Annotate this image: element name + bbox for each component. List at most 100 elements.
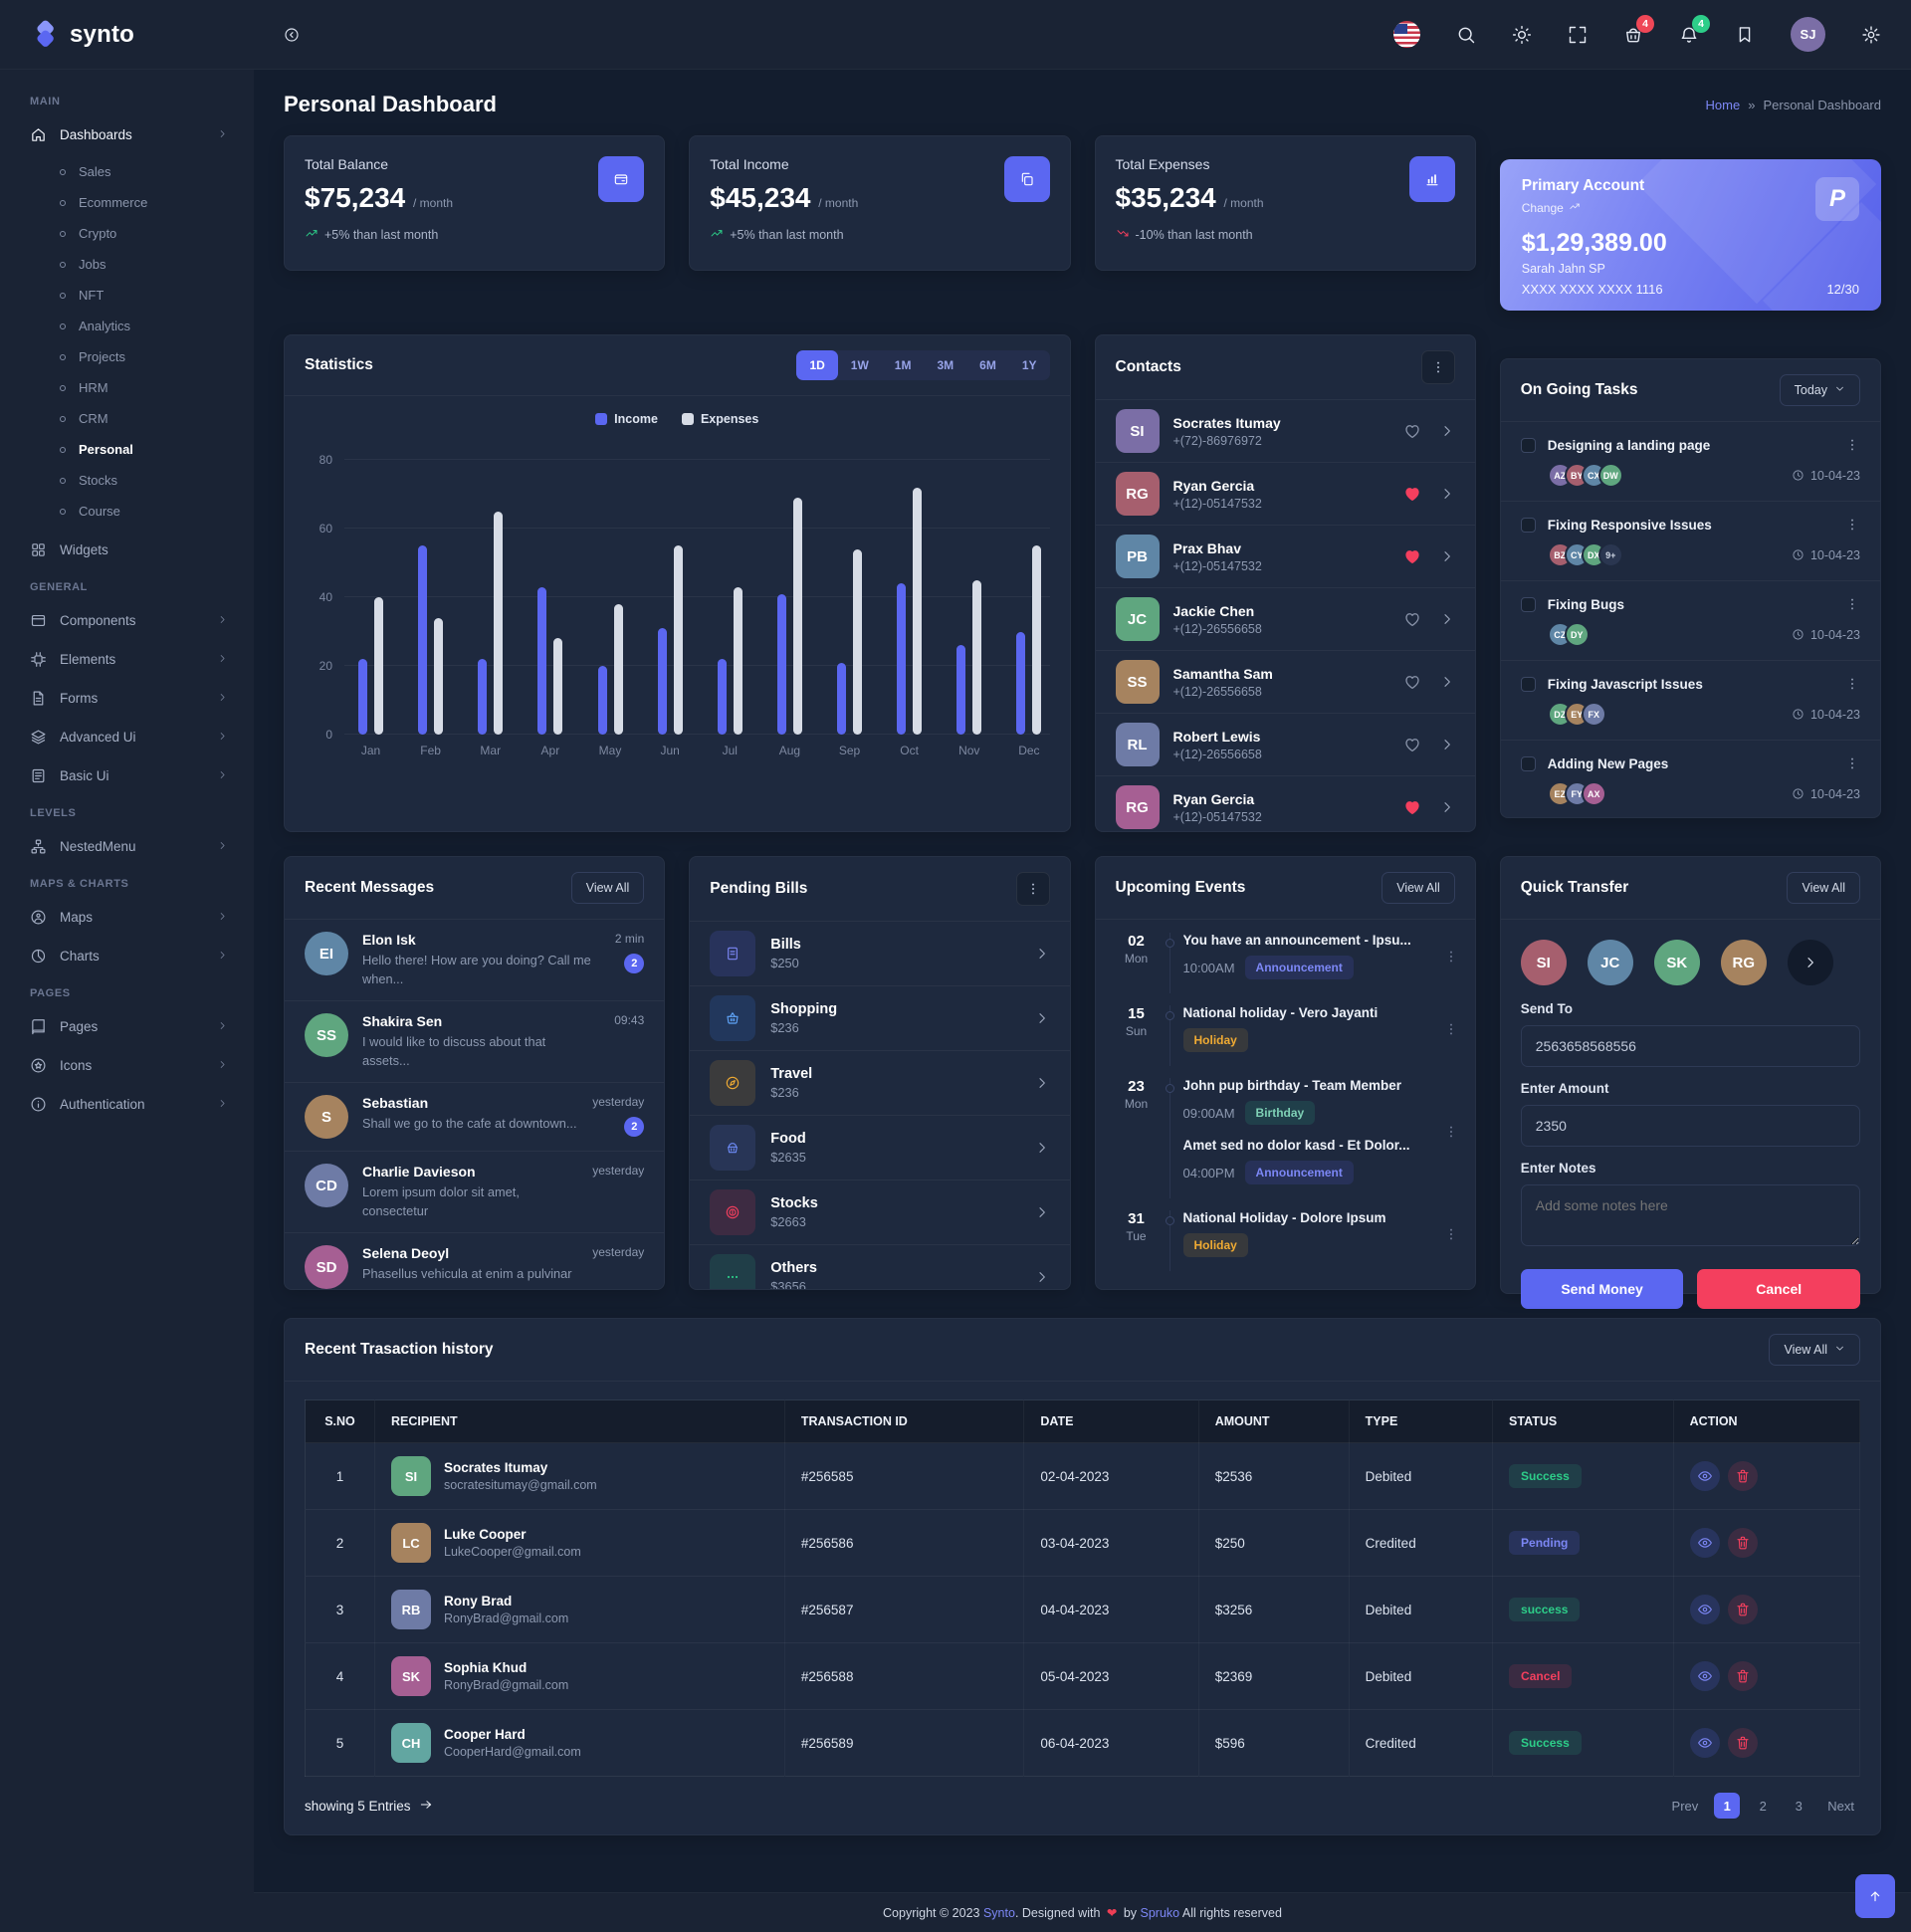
bill-open-button[interactable] — [1034, 1010, 1050, 1026]
delete-transaction-button[interactable] — [1727, 1528, 1758, 1558]
send-to-input[interactable] — [1520, 1025, 1860, 1067]
chevron-right-icon[interactable] — [1034, 1140, 1050, 1156]
kebab-icon[interactable] — [1844, 437, 1860, 453]
favorite-heart-icon[interactable] — [1403, 547, 1421, 565]
delete-transaction-button[interactable] — [1727, 1461, 1758, 1491]
eye-icon[interactable] — [1697, 1735, 1713, 1751]
task-checkbox[interactable] — [1520, 755, 1536, 771]
sidebar-subitem-analytics[interactable]: Analytics — [0, 311, 254, 341]
message-row[interactable]: SS Shakira Sen I would like to discuss abo… — [285, 1001, 665, 1084]
sidebar-item-advanced-ui[interactable]: Advanced Ui — [0, 718, 254, 756]
kebab-icon[interactable] — [1443, 949, 1459, 965]
task-menu-button[interactable] — [1844, 755, 1860, 771]
sidebar-item-authentication[interactable]: Authentication — [0, 1085, 254, 1124]
favorite-heart-icon[interactable] — [1403, 673, 1421, 691]
sidebar-subitem-crypto[interactable]: Crypto — [0, 218, 254, 249]
user-avatar[interactable]: SJ — [1791, 17, 1825, 52]
pagination-page-3[interactable]: 3 — [1795, 1798, 1803, 1814]
pagination-page-1[interactable]: 1 — [1714, 1793, 1741, 1819]
transfer-recipient[interactable]: RG — [1720, 940, 1767, 985]
task-menu-button[interactable] — [1844, 437, 1860, 453]
contact-open-button[interactable] — [1439, 548, 1455, 564]
message-row[interactable]: EI Elon Isk Hello there! How are you doing… — [285, 920, 665, 1002]
bookmark-button[interactable] — [1735, 25, 1755, 45]
view-transaction-button[interactable] — [1689, 1461, 1720, 1491]
sidebar-item-components[interactable]: Components — [0, 601, 254, 640]
chevron-right-icon[interactable] — [1439, 548, 1455, 564]
sidebar-toggle-icon[interactable] — [284, 27, 300, 43]
footer-designer-link[interactable]: Spruko — [1140, 1906, 1180, 1920]
bill-row-others[interactable]: Others $3656 — [690, 1245, 1069, 1289]
eye-icon[interactable] — [1697, 1535, 1713, 1551]
favorite-heart-icon[interactable] — [1403, 485, 1421, 503]
transfer-recipient[interactable]: JC — [1587, 940, 1633, 985]
bill-open-button[interactable] — [1034, 1075, 1050, 1091]
contact-open-button[interactable] — [1439, 674, 1455, 690]
view-transaction-button[interactable] — [1689, 1728, 1720, 1758]
chevron-right-icon[interactable] — [1034, 1204, 1050, 1220]
view-transaction-button[interactable] — [1689, 1528, 1720, 1558]
chevron-right-icon[interactable] — [1439, 674, 1455, 690]
notes-textarea[interactable] — [1520, 1184, 1860, 1246]
sidebar-subitem-course[interactable]: Course — [0, 496, 254, 527]
view-transaction-button[interactable] — [1689, 1661, 1720, 1691]
bill-row-bills[interactable]: Bills $250 — [690, 922, 1070, 986]
range-button-1m[interactable]: 1M — [882, 350, 925, 380]
chevron-right-icon[interactable] — [1439, 611, 1455, 627]
task-checkbox[interactable] — [1520, 676, 1536, 692]
delete-transaction-button[interactable] — [1727, 1661, 1758, 1691]
event-menu-button[interactable] — [1443, 1226, 1459, 1242]
transactions-view-all-button[interactable]: View All — [1769, 1334, 1860, 1366]
cancel-button[interactable]: Cancel — [1697, 1269, 1860, 1309]
transfer-next-button[interactable] — [1787, 940, 1833, 985]
sidebar-subitem-hrm[interactable]: HRM — [0, 372, 254, 403]
bill-open-button[interactable] — [1034, 946, 1050, 962]
sidebar-subitem-personal[interactable]: Personal — [0, 434, 254, 465]
brand[interactable]: synto — [0, 20, 254, 50]
message-row[interactable]: S Sebastian Shall we go to the cafe at dow… — [285, 1083, 665, 1153]
contact-open-button[interactable] — [1439, 423, 1455, 439]
contact-open-button[interactable] — [1439, 799, 1455, 815]
pagination-next[interactable]: Next — [1827, 1798, 1854, 1814]
range-button-1d[interactable]: 1D — [796, 350, 838, 380]
pagination-prev[interactable]: Prev — [1671, 1798, 1699, 1814]
bill-open-button[interactable] — [1034, 1140, 1050, 1156]
notifications-button[interactable]: 4 — [1679, 14, 1710, 45]
send-money-button[interactable]: Send Money — [1520, 1269, 1684, 1309]
scroll-to-top-button[interactable] — [1855, 1874, 1895, 1918]
chevron-right-icon[interactable] — [1439, 799, 1455, 815]
trash-icon[interactable] — [1735, 1535, 1751, 1551]
search-button[interactable] — [1456, 25, 1476, 45]
kebab-icon[interactable] — [1844, 596, 1860, 612]
favorite-heart-icon[interactable] — [1403, 736, 1421, 753]
sidebar-item-forms[interactable]: Forms — [0, 679, 254, 718]
events-view-all-button[interactable]: View All — [1381, 872, 1455, 904]
trash-icon[interactable] — [1735, 1468, 1751, 1484]
bill-row-shopping[interactable]: Shopping $236 — [690, 986, 1070, 1051]
contact-open-button[interactable] — [1439, 486, 1455, 502]
theme-toggle-button[interactable] — [1512, 25, 1532, 45]
sidebar-subitem-sales[interactable]: Sales — [0, 156, 254, 187]
bills-menu-button[interactable] — [1015, 872, 1050, 906]
transfer-recipient[interactable]: SI — [1520, 940, 1567, 985]
kebab-icon[interactable] — [1443, 1226, 1459, 1242]
event-menu-button[interactable] — [1443, 949, 1459, 965]
chevron-right-icon[interactable] — [1803, 955, 1818, 970]
chevron-right-icon[interactable] — [1439, 423, 1455, 439]
sidebar-item-dashboards[interactable]: Dashboards — [0, 115, 254, 154]
sidebar-subitem-jobs[interactable]: Jobs — [0, 249, 254, 280]
contacts-menu-button[interactable] — [1420, 350, 1455, 384]
sidebar-item-nestedmenu[interactable]: NestedMenu — [0, 827, 254, 866]
sidebar-item-elements[interactable]: Elements — [0, 640, 254, 679]
bill-open-button[interactable] — [1034, 1269, 1050, 1285]
kebab-icon[interactable] — [1844, 755, 1860, 771]
settings-button[interactable] — [1861, 25, 1881, 45]
range-button-1y[interactable]: 1Y — [1009, 350, 1050, 380]
view-transaction-button[interactable] — [1689, 1595, 1720, 1624]
transfer-recipient[interactable]: SK — [1653, 940, 1700, 985]
sidebar-item-pages[interactable]: Pages — [0, 1007, 254, 1046]
messages-view-all-button[interactable]: View All — [570, 872, 645, 904]
task-checkbox[interactable] — [1520, 596, 1536, 612]
delete-transaction-button[interactable] — [1727, 1728, 1758, 1758]
cart-button[interactable]: 4 — [1623, 14, 1654, 45]
